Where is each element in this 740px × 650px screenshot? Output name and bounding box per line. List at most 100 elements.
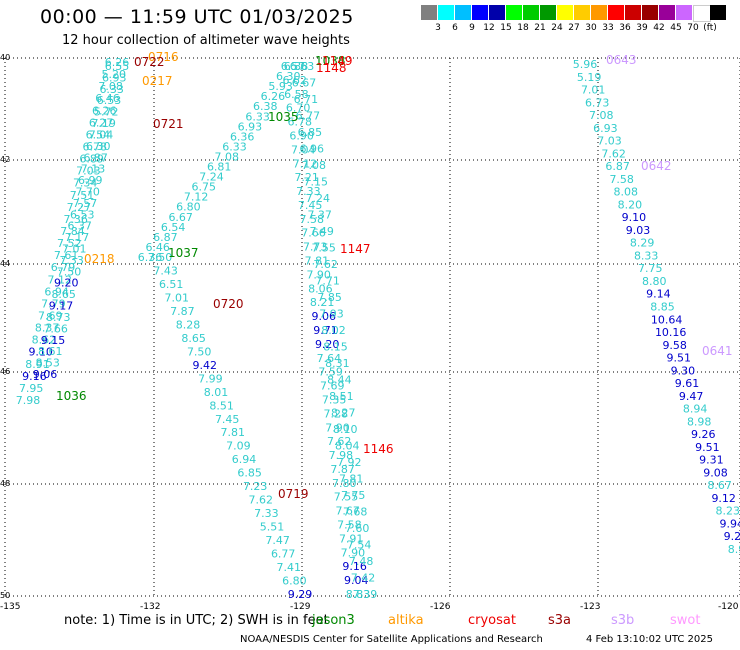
legend-label: 36 xyxy=(619,23,631,33)
wave-height-value: 7.71 xyxy=(315,275,340,288)
wave-height-value: 6.81 xyxy=(207,161,232,174)
latitude-label: 50 xyxy=(0,591,11,600)
pass-time-label: 0643 xyxy=(606,53,637,67)
wave-height-value: 8.10 xyxy=(333,423,358,436)
wave-height-value: 8.33 xyxy=(634,249,659,262)
pass-time-label: 0641 xyxy=(702,344,733,358)
footnote: note: 1) Time is in UTC; 2) SWH is in fe… xyxy=(64,613,329,628)
wave-height-value: 7.24 xyxy=(306,192,331,205)
wave-height-value: 6.51 xyxy=(159,278,184,291)
wave-height-value: 5.93 xyxy=(268,80,293,93)
wave-height-value: 9.08 xyxy=(703,466,728,479)
legend-label: 6 xyxy=(452,23,458,33)
legend-label: 15 xyxy=(500,23,512,33)
wave-height-value: 7.01 xyxy=(165,291,190,304)
wave-height-value: 9.51 xyxy=(695,441,720,454)
satellite-name: cryosat xyxy=(468,613,516,628)
wave-height-value: 9.30 xyxy=(671,364,696,377)
wave-height-value: 6.71 xyxy=(294,93,319,106)
legend-swatch xyxy=(608,5,624,20)
legend-swatch xyxy=(438,5,454,20)
wave-height-value: 9.14 xyxy=(646,288,671,301)
wave-height-value: 6.36 xyxy=(230,130,255,143)
wave-height-value: 7.36 xyxy=(63,213,88,226)
wave-height-value: 7.64 xyxy=(317,352,342,365)
wave-height-value: 7.87 xyxy=(170,305,195,318)
wave-height-value: 9.17 xyxy=(49,300,74,313)
wave-height-value: 8.51 xyxy=(209,399,234,412)
legend-swatch xyxy=(472,5,488,20)
wave-height-value: 7.47 xyxy=(265,534,290,547)
ground-track: 5.965.197.016.737.086.937.037.626.877.58… xyxy=(573,58,740,556)
wave-height-value: 8.28 xyxy=(176,318,201,331)
pass-time-label: 0642 xyxy=(641,159,672,173)
wave-height-value: 6.58 xyxy=(284,88,309,101)
wave-height-value: 6.53 xyxy=(97,94,122,107)
wave-height-value: 8.23 xyxy=(716,505,740,518)
wave-height-value: 5.72 xyxy=(94,106,119,119)
wave-height-value: 7.59 xyxy=(318,366,343,379)
wave-height-value: 8.51 xyxy=(329,390,354,403)
wave-height-value: 9.94 xyxy=(720,518,740,531)
legend-swatch xyxy=(574,5,590,20)
wave-height-value: 6.75 xyxy=(192,181,217,194)
ground-track: 7.507.436.517.017.878.288.657.509.427.99… xyxy=(148,251,313,601)
wave-height-value: 7.01 xyxy=(581,84,606,97)
wave-height-value: 6.77 xyxy=(271,548,296,561)
wave-height-value: 7.13 xyxy=(81,163,106,176)
wave-height-value: 9.47 xyxy=(679,390,704,403)
legend-swatch xyxy=(523,5,539,20)
wave-height-value: 8.29 xyxy=(630,237,655,250)
wave-height-value: 7.66 xyxy=(43,322,68,335)
wave-height-value: 7.69 xyxy=(320,380,345,393)
wave-height-value: 8.94 xyxy=(683,403,708,416)
wave-height-value: 8.98 xyxy=(687,415,712,428)
wave-height-value: 7.51 xyxy=(70,189,95,202)
legend-swatch xyxy=(506,5,522,20)
wave-height-value: 6.80 xyxy=(176,201,201,214)
wave-height-value: 7.57 xyxy=(73,197,98,210)
wave-height-value: 7.92 xyxy=(337,456,362,469)
wave-height-value: 9.29 xyxy=(288,588,313,601)
wave-height-value: 6.87 xyxy=(605,160,630,173)
wave-height-value: 8.44 xyxy=(327,374,352,387)
legend-label: 30 xyxy=(585,23,597,33)
wave-height-value: 9.26 xyxy=(691,428,716,441)
wave-height-value: 7.55 xyxy=(334,491,359,504)
wave-height-value: 9.15 xyxy=(41,334,66,347)
wave-height-value: 6.87 xyxy=(83,151,108,164)
wave-height-value: 6.37 xyxy=(67,220,92,233)
wave-height-value: 7.80 xyxy=(332,477,357,490)
wave-height-value: 8.15 xyxy=(323,341,348,354)
legend-label: 9 xyxy=(469,23,475,33)
pass-time-label: 0721 xyxy=(153,117,184,131)
wave-height-value: 7.87 xyxy=(330,463,355,476)
wave-height-value: 8.02 xyxy=(321,324,346,337)
wave-height-value: 7.12 xyxy=(48,273,73,286)
legend-swatch xyxy=(591,5,607,20)
wave-height-value: 6.33 xyxy=(245,110,270,123)
wave-height-value: 8.65 xyxy=(51,288,76,301)
wave-height-value: 6.27 xyxy=(89,116,114,129)
wave-height-value: 5.20 xyxy=(102,68,127,81)
wave-height-value: 8.21 xyxy=(310,296,335,309)
wave-height-value: 6.93 xyxy=(593,122,618,135)
longitude-label: -129 xyxy=(290,602,311,612)
latitude-label: 40 xyxy=(0,53,11,62)
wave-height-value: 7.55 xyxy=(311,242,336,255)
legend-label: 24 xyxy=(551,23,563,33)
wave-height-value: 6.70 xyxy=(286,102,311,115)
wave-height-value: 7.58 xyxy=(300,213,325,226)
satellite-name: s3a xyxy=(548,613,572,628)
ground-track: 6.265.207.086.466.266.276.546.786.897.03… xyxy=(16,56,130,407)
wave-height-value: 7.70 xyxy=(75,186,100,199)
pass-time-label: 1147 xyxy=(340,242,371,256)
wave-height-value: 9.10 xyxy=(622,211,647,224)
wave-height-value: 9.71 xyxy=(313,324,338,337)
wave-height-value: 7.73 xyxy=(303,241,328,254)
wave-height-value: 8.06 xyxy=(308,282,333,295)
wave-height-value: 7.08 xyxy=(215,151,240,164)
wave-height-value: 7.90 xyxy=(306,268,331,281)
wave-height-value: 6.77 xyxy=(296,110,321,123)
wave-height-value: 7.15 xyxy=(304,176,329,189)
